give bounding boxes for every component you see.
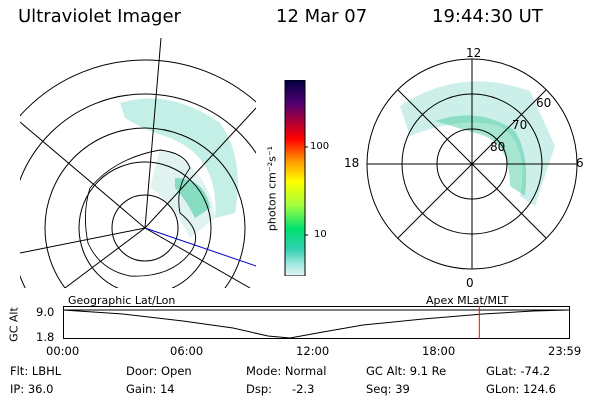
timeline-xtick-2359: 23:59 <box>548 344 582 358</box>
info-gain: Gain: 14 <box>126 382 175 396</box>
mlt-label-6: 6 <box>576 156 584 170</box>
timeline-xtick-0600: 06:00 <box>170 344 204 358</box>
colorbar-unit-label: photon cm⁻²s⁻¹ <box>265 145 279 232</box>
mlat-label-70: 70 <box>512 118 528 132</box>
apex-label: Apex MLat/MLT <box>426 294 509 307</box>
info-door: Door: Open <box>126 364 192 378</box>
timeline-xtick-1200: 12:00 <box>296 344 330 358</box>
timeline-xtick-1800: 18:00 <box>422 344 456 358</box>
instrument-title: Ultraviolet Imager <box>18 6 181 27</box>
mlat-label-80: 80 <box>490 140 506 154</box>
time-label: 19:44:30 UT <box>432 6 543 27</box>
mlt-label-0: 0 <box>466 276 474 290</box>
date-label: 12 Mar 07 <box>276 6 368 27</box>
colorbar-tick-10: 10 <box>314 229 327 240</box>
timeline-ytick-top: 9.0 <box>36 305 55 319</box>
mlt-label-12: 12 <box>466 46 482 60</box>
altitude-timeline <box>63 306 570 339</box>
info-dsp-value: -2.3 <box>292 382 315 396</box>
timeline-xtick-0000: 00:00 <box>46 344 80 358</box>
colorbar <box>284 80 308 276</box>
timeline-ylabel: GC Alt <box>7 307 21 342</box>
info-dsp-label: Dsp: <box>246 382 273 396</box>
geographic-label: Geographic Lat/Lon <box>68 294 176 307</box>
info-ip: IP: 36.0 <box>10 382 54 396</box>
info-seq: Seq: 39 <box>366 382 410 396</box>
colorbar-tick-100: 100 <box>310 141 330 152</box>
info-glon: GLon: 124.6 <box>486 382 556 396</box>
info-flt: Flt: LBHL <box>10 364 62 378</box>
timeline-ytick-bottom: 1.8 <box>36 330 55 344</box>
mlat-label-60: 60 <box>536 96 552 110</box>
mlt-label-18: 18 <box>344 156 360 170</box>
info-glat: GLat: -74.2 <box>486 364 551 378</box>
polar-mlt-map <box>366 58 578 270</box>
geographic-map <box>20 38 256 288</box>
info-gcalt: GC Alt: 9.1 Re <box>366 364 447 378</box>
info-mode: Mode: Normal <box>246 364 327 378</box>
